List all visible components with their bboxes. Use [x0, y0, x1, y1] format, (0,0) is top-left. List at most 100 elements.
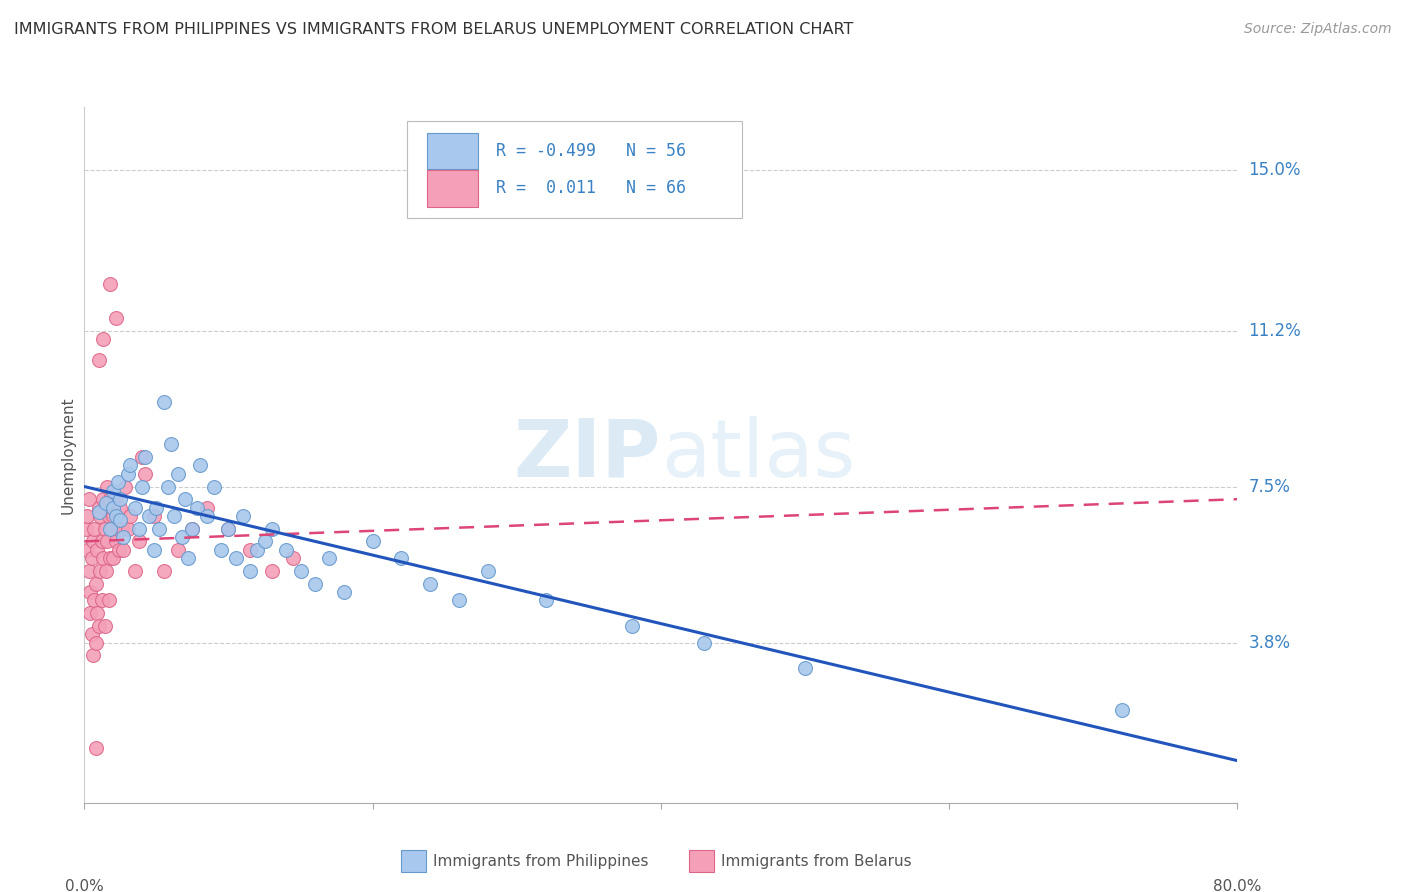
Text: Source: ZipAtlas.com: Source: ZipAtlas.com	[1244, 22, 1392, 37]
Text: Immigrants from Belarus: Immigrants from Belarus	[721, 855, 912, 869]
Point	[160, 437, 183, 451]
Point	[108, 542, 131, 557]
Point	[225, 551, 247, 566]
Text: R = -0.499   N = 56: R = -0.499 N = 56	[496, 142, 686, 160]
Point	[163, 509, 186, 524]
Text: atlas: atlas	[661, 416, 855, 494]
Point	[103, 509, 124, 524]
Point	[87, 505, 110, 519]
Point	[217, 522, 239, 536]
Point	[82, 648, 104, 663]
Point	[79, 606, 101, 620]
Point	[1111, 703, 1133, 717]
Point	[98, 277, 121, 292]
Point	[124, 500, 146, 515]
Point	[232, 509, 254, 524]
Point	[112, 542, 135, 557]
Point	[104, 492, 127, 507]
Point	[217, 522, 239, 536]
Point	[98, 492, 121, 507]
Point	[103, 551, 124, 566]
Point	[134, 467, 156, 481]
Point	[186, 500, 208, 515]
Point	[105, 534, 128, 549]
FancyBboxPatch shape	[408, 121, 741, 219]
Point	[181, 522, 204, 536]
Point	[105, 310, 128, 325]
Point	[114, 479, 136, 493]
Point	[477, 564, 499, 578]
Point	[91, 551, 114, 566]
Point	[148, 522, 170, 536]
Point	[167, 467, 190, 481]
Point	[82, 534, 104, 549]
Point	[142, 509, 165, 524]
Point	[391, 551, 413, 566]
Point	[76, 509, 98, 524]
Point	[195, 500, 218, 515]
Point	[142, 542, 165, 557]
Point	[83, 522, 105, 536]
Point	[112, 530, 135, 544]
Point	[120, 458, 142, 473]
Point	[83, 593, 105, 607]
Point	[124, 564, 146, 578]
Point	[156, 479, 179, 493]
Point	[152, 395, 174, 409]
Point	[304, 576, 326, 591]
Point	[76, 542, 98, 557]
Point	[79, 585, 101, 599]
Point	[84, 741, 107, 756]
Point	[134, 450, 156, 464]
Point	[534, 593, 557, 607]
Point	[693, 635, 716, 649]
FancyBboxPatch shape	[427, 133, 478, 169]
Point	[86, 606, 108, 620]
Point	[172, 530, 194, 544]
Point	[97, 509, 120, 524]
Point	[94, 500, 117, 515]
Point	[246, 542, 269, 557]
Text: R =  0.011   N = 66: R = 0.011 N = 66	[496, 179, 686, 197]
Point	[93, 618, 115, 632]
Point	[80, 627, 103, 641]
Point	[96, 479, 118, 493]
Point	[97, 593, 120, 607]
Point	[120, 509, 142, 524]
Point	[91, 492, 114, 507]
Point	[239, 542, 262, 557]
Point	[90, 593, 112, 607]
Point	[128, 534, 150, 549]
Point	[103, 483, 124, 498]
Point	[77, 564, 100, 578]
Point	[138, 509, 160, 524]
Text: 80.0%: 80.0%	[1213, 879, 1261, 892]
Point	[195, 509, 218, 524]
Point	[209, 542, 232, 557]
Point	[111, 522, 134, 536]
Point	[361, 534, 384, 549]
Point	[77, 492, 100, 507]
Point	[167, 542, 190, 557]
Point	[87, 353, 110, 368]
Point	[98, 522, 121, 536]
Point	[94, 496, 117, 510]
Point	[253, 534, 276, 549]
Point	[80, 551, 103, 566]
Point	[107, 475, 129, 490]
Point	[181, 522, 204, 536]
Point	[177, 551, 200, 566]
Point	[621, 618, 644, 632]
Point	[131, 479, 153, 493]
Text: ZIP: ZIP	[513, 416, 661, 494]
Point	[145, 500, 167, 515]
Point	[110, 500, 132, 515]
Point	[87, 500, 110, 515]
Point	[89, 564, 111, 578]
Point	[117, 522, 139, 536]
Point	[283, 551, 305, 566]
Point	[110, 513, 132, 527]
Point	[103, 500, 124, 515]
Point	[84, 635, 107, 649]
Text: 3.8%: 3.8%	[1249, 633, 1291, 651]
